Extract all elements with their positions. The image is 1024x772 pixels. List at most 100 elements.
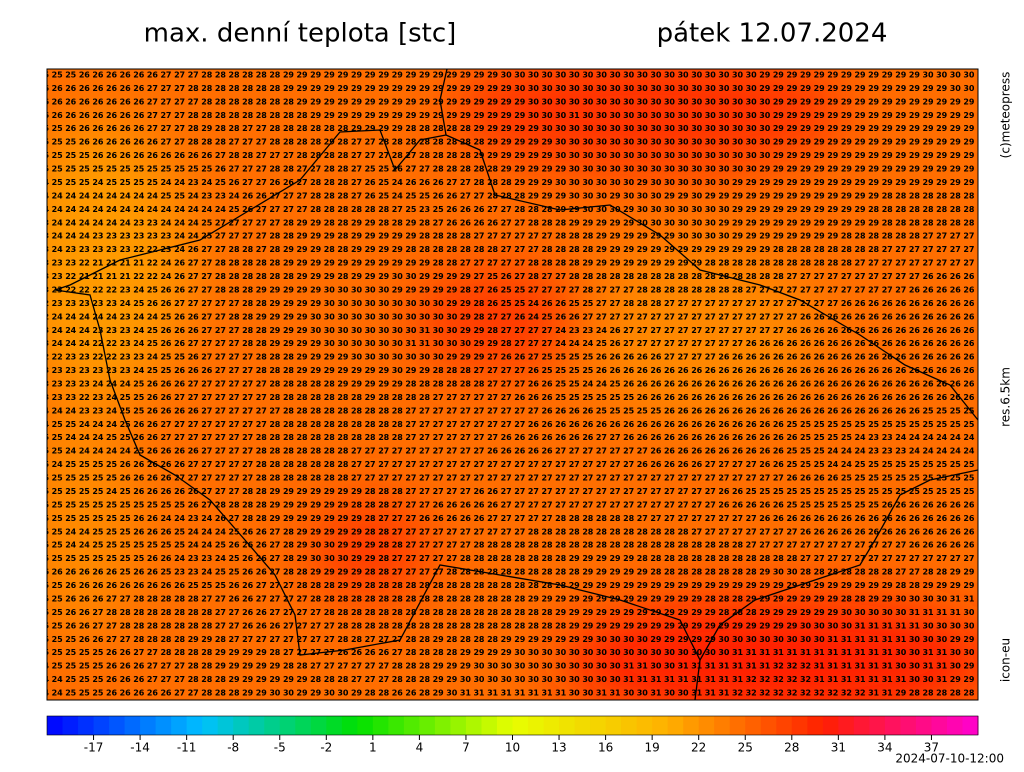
colorbar-segment [900, 716, 917, 735]
colorbar-segment [357, 716, 374, 735]
colorbar-segment [869, 716, 886, 735]
credit: (c)meteopress [999, 72, 1013, 159]
colorbar-segment [574, 716, 591, 735]
value-row: 26 26 26 26 26 26 26 26 27 27 27 28 28 2… [38, 84, 988, 93]
date: pátek 12.07.2024 [657, 19, 888, 49]
value-row: 23 24 24 24 22 22 23 24 25 26 26 27 27 2… [38, 339, 988, 348]
value-grid: 25 25 25 26 26 26 26 26 26 27 27 27 28 2… [38, 71, 988, 698]
colorbar-tick-label: 13 [551, 741, 566, 755]
colorbar-tick-label: 37 [924, 741, 939, 755]
colorbar-segment [559, 716, 576, 735]
value-row: 25 25 24 24 25 25 25 26 26 26 25 24 24 2… [38, 527, 988, 536]
colorbar-segment [295, 716, 312, 735]
value-row: 25 25 25 25 25 24 25 26 26 26 26 26 27 2… [38, 487, 988, 496]
colorbar-segment [512, 716, 529, 735]
value-row: 24 25 25 24 24 24 25 26 26 27 27 27 27 2… [38, 420, 988, 429]
colorbar-segment [202, 716, 219, 735]
colorbar-segment [171, 716, 188, 735]
value-row: 22 22 23 23 22 22 23 23 24 25 25 26 27 2… [38, 353, 988, 362]
value-row: 25 25 25 25 25 25 25 26 26 24 24 23 24 2… [38, 514, 988, 523]
colorbar-segment [78, 716, 95, 735]
borders [54, 69, 978, 700]
value-row: 24 25 25 25 25 26 26 26 27 27 27 28 28 2… [38, 662, 988, 671]
value-row: 25 25 25 26 26 27 27 28 28 28 28 29 29 2… [38, 635, 988, 644]
colorbar-segment [931, 716, 948, 735]
value-row: 26 26 26 26 26 26 26 26 27 27 27 27 28 2… [38, 97, 988, 106]
value-row: 23 23 23 23 23 23 23 24 25 25 26 26 26 2… [38, 366, 988, 375]
cool-zone [47, 400, 140, 640]
value-row: 25 25 24 24 24 25 25 26 26 27 27 27 27 2… [38, 433, 988, 442]
value-row: 24 24 25 25 25 26 26 26 26 26 27 27 28 2… [38, 689, 988, 698]
value-row: 23 23 22 22 22 22 23 24 25 26 26 27 27 2… [38, 285, 988, 294]
value-row: 24 24 25 25 25 26 26 26 27 27 27 28 28 2… [38, 675, 988, 684]
value-row: 24 24 24 24 24 24 24 24 24 25 25 24 23 2… [38, 191, 988, 200]
value-row: 25 25 25 25 25 26 26 27 27 28 28 28 28 2… [38, 648, 988, 657]
colorbar-tick-label: 25 [738, 741, 753, 755]
value-row: 26 26 26 26 26 26 25 26 26 25 23 23 24 2… [38, 568, 988, 577]
colorbar-tick-label: -2 [320, 741, 332, 755]
value-row: 25 25 24 24 25 25 25 25 25 25 25 24 24 2… [38, 541, 988, 550]
warm-zone [310, 500, 430, 600]
warm-zone [450, 69, 850, 170]
colorbar-segment [528, 716, 545, 735]
value-row: 25 25 25 25 26 26 26 26 26 26 26 26 26 2… [38, 151, 988, 160]
value-row: 25 25 25 25 25 25 25 25 25 25 25 26 27 2… [38, 500, 988, 509]
colorbar-tick-label: -5 [274, 741, 286, 755]
colorbar-segment [745, 716, 762, 735]
colorbar-segment [124, 716, 141, 735]
colorbar-segment [217, 716, 234, 735]
colorbar-segment [481, 716, 498, 735]
colorbar-segment [465, 716, 482, 735]
colorbar-segment [310, 716, 327, 735]
colorbar-segment [605, 716, 622, 735]
colorbar-segment [946, 716, 963, 735]
value-row: 25 25 26 26 27 27 28 28 28 28 28 28 28 2… [38, 621, 988, 630]
value-row: 23 23 23 22 21 21 21 21 22 24 26 27 27 2… [38, 259, 988, 268]
colorbar-tick-label: 28 [784, 741, 799, 755]
colorbar-tick-label: 7 [462, 741, 470, 755]
colorbar-tick-label: -17 [84, 741, 104, 755]
value-row: 25 25 25 26 26 26 26 26 26 27 27 28 28 2… [38, 138, 988, 147]
value-row: 25 25 24 24 24 24 24 25 26 26 26 26 27 2… [38, 447, 988, 456]
colorbar-segment [403, 716, 420, 735]
colorbar-segment [729, 716, 746, 735]
value-row: 23 23 23 22 23 24 25 25 26 26 27 27 27 2… [38, 393, 988, 402]
colorbar-tick-label: 19 [645, 741, 660, 755]
resolution: res.6.5km [999, 367, 1013, 427]
value-row: 25 25 26 26 26 27 27 28 28 28 28 28 27 2… [38, 594, 988, 603]
colorbar-tick-label: -14 [130, 741, 150, 755]
colorbar-segment [683, 716, 700, 735]
colorbar-segment [714, 716, 731, 735]
value-row: 25 25 25 26 26 26 26 26 26 27 27 27 28 2… [38, 71, 988, 80]
colorbar-segment [807, 716, 824, 735]
colorbar-segment [233, 716, 250, 735]
colorbar-segment [93, 716, 110, 735]
model: icon-eu [999, 638, 1013, 682]
map-frame [46, 68, 979, 701]
value-row: 25 25 26 26 26 26 26 26 27 27 27 28 29 2… [38, 124, 988, 133]
colorbar-segment [419, 716, 436, 735]
run-time: 2024-07-10-12:00 [895, 752, 1004, 766]
colorbar-segment [853, 716, 870, 735]
colorbar-tick-label: -8 [227, 741, 239, 755]
colorbar-tick-label: 10 [505, 741, 520, 755]
colorbar-tick-label: 4 [416, 741, 424, 755]
colorbar-segment [341, 716, 358, 735]
colorbar-segment [326, 716, 343, 735]
warm-zone [410, 270, 590, 370]
value-row: 23 24 24 24 24 24 24 23 23 24 24 24 25 2… [38, 218, 988, 227]
colorbar-tick-label: 34 [877, 741, 892, 755]
colorbar-segment [621, 716, 638, 735]
colorbar-segment [822, 716, 839, 735]
value-row: 26 26 26 26 26 26 26 26 27 27 27 28 28 2… [38, 111, 988, 120]
colorbar-tick-label: -11 [177, 741, 197, 755]
value-row: 25 24 25 25 25 25 26 26 26 26 26 27 27 2… [38, 460, 988, 469]
value-row: 22 23 23 23 23 23 24 25 26 26 27 27 27 2… [38, 299, 988, 308]
colorbar-segment [248, 716, 265, 735]
value-row: 23 23 22 21 21 21 21 22 22 24 26 27 27 2… [38, 272, 988, 281]
colorbar-tick-label: 16 [598, 741, 613, 755]
colorbar-segment [62, 716, 79, 735]
colorbar-segment [450, 716, 467, 735]
temperature-field [47, 69, 978, 700]
